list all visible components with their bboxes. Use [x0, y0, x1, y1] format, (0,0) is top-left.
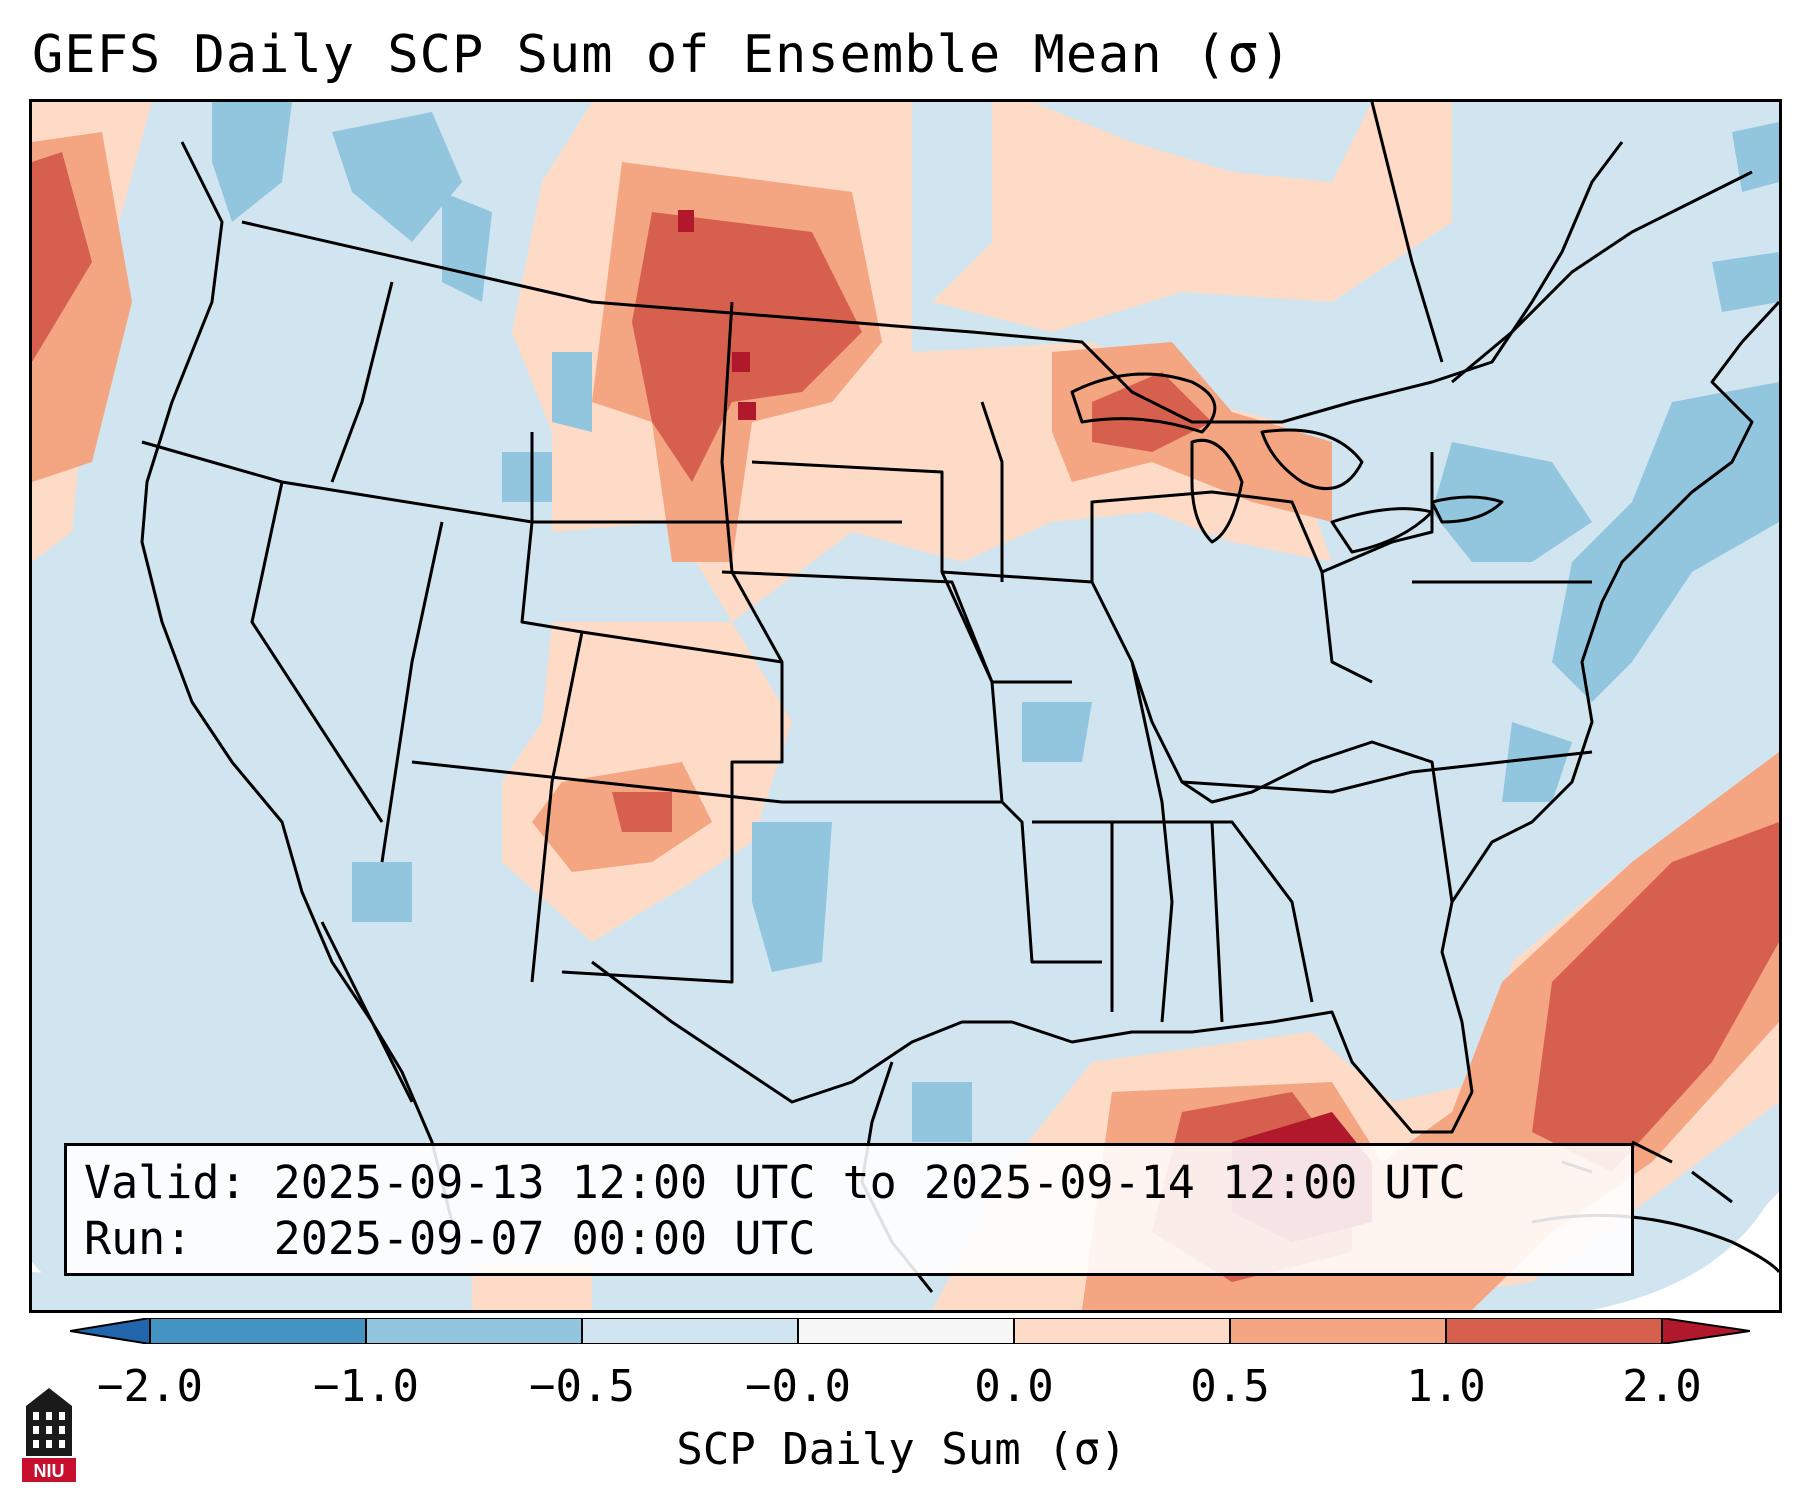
colorbar-tick-label: −0.0 — [745, 1361, 851, 1412]
valid-time-box: Valid: 2025-09-13 12:00 UTC to 2025-09-1… — [64, 1143, 1634, 1276]
map-panel — [29, 99, 1782, 1313]
colorbar-tick-label: 0.5 — [1190, 1361, 1270, 1412]
colorbar-tick-label: 2.0 — [1622, 1361, 1702, 1412]
colorbar-tick-label: −1.0 — [313, 1361, 419, 1412]
colorbar-tick-label: 0.0 — [974, 1361, 1054, 1412]
valid-line: Valid: 2025-09-13 12:00 UTC to 2025-09-1… — [84, 1156, 1466, 1209]
colorbar-extend-min — [70, 1318, 150, 1344]
colorbar-title: SCP Daily Sum (σ) — [676, 1424, 1127, 1475]
colorbar-bin-2 — [366, 1318, 582, 1344]
colorbar-extend-max — [1662, 1318, 1750, 1344]
colorbar-bin-6 — [1230, 1318, 1446, 1344]
colorbar — [70, 1318, 1750, 1344]
colorbar-bin-1 — [150, 1318, 366, 1344]
colorbar-bin-7 — [1446, 1318, 1662, 1344]
colorbar-bin-3 — [582, 1318, 798, 1344]
colorbar-bin-5 — [1014, 1318, 1230, 1344]
run-line: Run: 2025-09-07 00:00 UTC — [84, 1212, 816, 1265]
colorbar-tick-label: 1.0 — [1406, 1361, 1486, 1412]
chart-title: GEFS Daily SCP Sum of Ensemble Mean (σ) — [32, 25, 1292, 85]
niu-logo-text: NIU — [34, 1461, 65, 1481]
colorbar-bin-4 — [798, 1318, 1014, 1344]
boundaries — [140, 102, 1779, 1293]
field-negative — [212, 102, 1779, 1142]
colorbar-tick-label: −0.5 — [529, 1361, 635, 1412]
scp-map — [32, 102, 1779, 1310]
niu-logo: NIU — [22, 1388, 76, 1482]
colorbar-tick-label: −2.0 — [97, 1361, 203, 1412]
